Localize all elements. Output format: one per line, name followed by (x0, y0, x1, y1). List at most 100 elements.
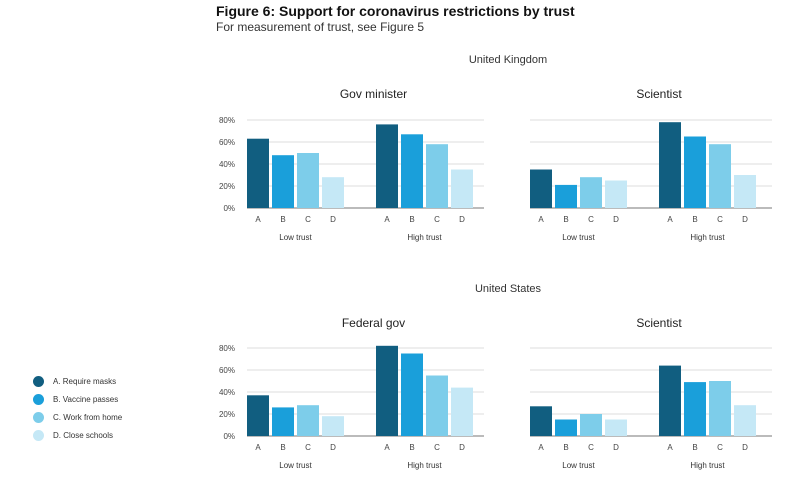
bar-vaccine-passes (401, 353, 423, 436)
legend-item-vaccine-passes: B. Vaccine passes (33, 390, 122, 408)
group-label: Low trust (279, 233, 312, 242)
x-category-label: C (434, 215, 440, 224)
x-category-label: A (667, 215, 673, 224)
bar-require-masks (376, 345, 398, 436)
x-category-label: B (692, 443, 697, 452)
bar-work-from-home (709, 144, 731, 208)
bar-close-schools (451, 387, 473, 436)
y-tick-label: 0% (223, 204, 235, 213)
y-tick-label: 80% (219, 344, 235, 353)
bar-require-masks (247, 395, 269, 436)
x-category-label: C (717, 215, 723, 224)
y-tick-label: 0% (223, 432, 235, 441)
bar-close-schools (451, 169, 473, 208)
x-category-label: A (538, 443, 544, 452)
legend-label: A. Require masks (53, 376, 117, 386)
x-category-label: B (563, 215, 568, 224)
x-category-label: A (384, 443, 390, 452)
x-category-label: C (717, 443, 723, 452)
panel-title: Gov minister (340, 87, 407, 101)
bar-vaccine-passes (401, 134, 423, 208)
x-category-label: D (742, 215, 748, 224)
bar-work-from-home (297, 405, 319, 436)
x-category-label: A (255, 443, 261, 452)
bar-vaccine-passes (272, 407, 294, 436)
bar-require-masks (659, 122, 681, 208)
legend-item-require-masks: A. Require masks (33, 372, 122, 390)
x-category-label: C (588, 215, 594, 224)
group-label: Low trust (279, 461, 312, 470)
group-label: High trust (690, 233, 725, 242)
x-category-label: B (280, 443, 285, 452)
panel-title: Federal gov (342, 316, 405, 330)
x-category-label: A (538, 215, 544, 224)
panel-title: Scientist (636, 316, 682, 330)
x-category-label: D (459, 443, 465, 452)
bar-require-masks (376, 124, 398, 208)
group-label: High trust (407, 233, 442, 242)
bar-close-schools (322, 177, 344, 208)
y-tick-label: 60% (219, 138, 235, 147)
legend-swatch-a (33, 375, 44, 387)
figure-title: Figure 6: Support for coronavirus restri… (216, 3, 575, 19)
y-tick-label: 40% (219, 160, 235, 169)
bar-work-from-home (426, 144, 448, 208)
country-heading-uk: United Kingdom (468, 54, 548, 66)
x-category-label: C (305, 215, 311, 224)
x-category-label: B (692, 215, 697, 224)
x-category-label: A (384, 215, 390, 224)
bar-work-from-home (580, 414, 602, 436)
x-category-label: D (613, 215, 619, 224)
x-category-label: A (667, 443, 673, 452)
x-category-label: A (255, 215, 261, 224)
y-tick-label: 20% (219, 410, 235, 419)
legend-swatch-d (33, 429, 44, 441)
figure-subtitle: For measurement of trust, see Figure 5 (216, 20, 425, 34)
legend-label: B. Vaccine passes (53, 394, 119, 404)
x-category-label: B (280, 215, 285, 224)
legend-swatch-c (33, 411, 44, 423)
x-category-label: B (563, 443, 568, 452)
x-category-label: B (409, 215, 414, 224)
group-label: Low trust (562, 461, 595, 470)
x-category-label: D (330, 215, 336, 224)
x-category-label: C (305, 443, 311, 452)
bar-close-schools (734, 405, 756, 436)
bar-vaccine-passes (684, 136, 706, 208)
group-label: High trust (407, 461, 442, 470)
bar-require-masks (659, 365, 681, 436)
x-category-label: D (742, 443, 748, 452)
panel-title: Scientist (636, 87, 682, 101)
x-category-label: D (330, 443, 336, 452)
group-label: High trust (690, 461, 725, 470)
legend-label: C. Work from home (53, 412, 123, 422)
legend-swatch-b (33, 393, 44, 405)
x-category-label: D (459, 215, 465, 224)
bar-close-schools (734, 175, 756, 208)
bar-close-schools (605, 419, 627, 436)
bar-close-schools (322, 416, 344, 436)
legend-item-work-from-home: C. Work from home (33, 408, 122, 426)
bar-work-from-home (709, 381, 731, 436)
y-tick-label: 60% (219, 366, 235, 375)
y-tick-label: 40% (219, 388, 235, 397)
bar-require-masks (530, 406, 552, 436)
y-tick-label: 80% (219, 116, 235, 125)
y-tick-label: 20% (219, 182, 235, 191)
bar-vaccine-passes (555, 184, 577, 208)
bar-vaccine-passes (555, 419, 577, 436)
bar-vaccine-passes (272, 155, 294, 208)
x-category-label: C (588, 443, 594, 452)
group-label: Low trust (562, 233, 595, 242)
country-heading-us: United States (474, 283, 542, 295)
bar-work-from-home (580, 177, 602, 208)
bar-require-masks (247, 138, 269, 208)
x-category-label: D (613, 443, 619, 452)
x-category-label: B (409, 443, 414, 452)
bar-work-from-home (297, 153, 319, 208)
legend-item-close-schools: D. Close schools (33, 426, 122, 444)
bar-require-masks (530, 169, 552, 208)
legend-label: D. Close schools (53, 430, 114, 440)
bar-vaccine-passes (684, 382, 706, 436)
